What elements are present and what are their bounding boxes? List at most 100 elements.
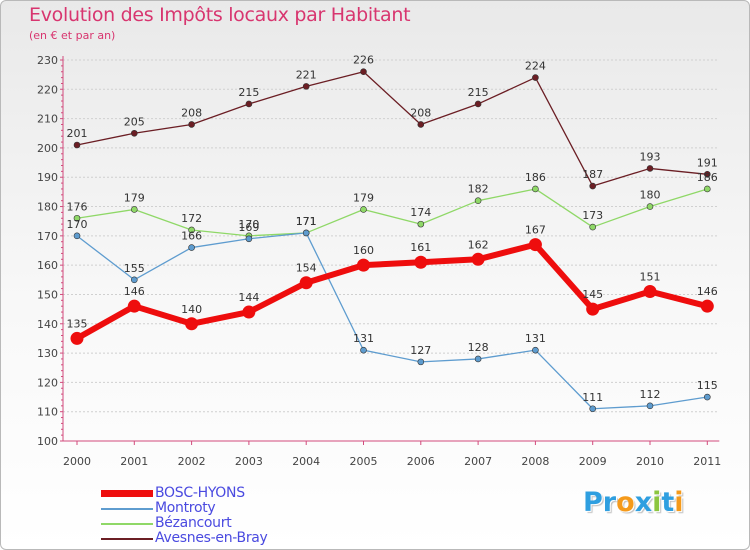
data-point-bosc-hyons	[357, 258, 370, 272]
data-point-montroty	[646, 402, 654, 410]
data-label-montroty: 115	[697, 379, 718, 392]
data-point-montroty	[131, 276, 138, 284]
y-tick-label: 120	[37, 376, 58, 389]
data-label-avesnes-en-bray: 205	[124, 115, 145, 128]
data-point-montroty	[703, 393, 711, 401]
data-point-b-zancourt	[360, 206, 367, 213]
data-label-b-zancourt: 176	[67, 200, 88, 213]
data-point-avesnes-en-bray	[131, 129, 138, 137]
data-label-b-zancourt: 186	[525, 171, 546, 184]
data-point-bosc-hyons	[414, 255, 428, 269]
logo-letter: i	[674, 487, 684, 518]
legend-swatch	[101, 538, 153, 540]
data-point-avesnes-en-bray	[73, 141, 81, 149]
data-label-montroty: 131	[353, 332, 374, 345]
y-tick-label: 140	[37, 318, 58, 331]
legend-swatch	[101, 508, 153, 510]
data-label-b-zancourt: 170	[238, 218, 259, 231]
data-label-bosc-hyons: 154	[296, 262, 317, 275]
data-point-montroty	[188, 244, 195, 251]
data-point-avesnes-en-bray	[360, 68, 367, 76]
data-label-b-zancourt: 172	[181, 212, 202, 225]
data-label-bosc-hyons: 146	[697, 285, 718, 298]
data-point-b-zancourt	[589, 223, 597, 231]
data-label-b-zancourt: 174	[410, 206, 431, 219]
data-label-avesnes-en-bray: 193	[640, 150, 661, 163]
data-point-b-zancourt	[131, 206, 138, 213]
x-tick-label: 2007	[464, 455, 492, 468]
logo-letter: r	[602, 487, 617, 518]
data-label-bosc-hyons: 161	[410, 241, 431, 254]
data-point-b-zancourt	[532, 185, 539, 193]
data-point-bosc-hyons	[242, 305, 256, 319]
data-label-avesnes-en-bray: 201	[67, 127, 88, 140]
legend-label: Avesnes-en-Bray	[155, 530, 268, 546]
data-point-bosc-hyons	[70, 331, 84, 345]
x-tick-label: 2009	[579, 455, 607, 468]
series-line-avesnes-en-bray	[76, 71, 708, 187]
data-label-b-zancourt: 171	[296, 215, 317, 228]
y-tick-label: 150	[37, 288, 58, 301]
legend-label: Montroty	[155, 500, 216, 516]
series-line-montroty	[76, 232, 708, 410]
data-label-bosc-hyons: 167	[525, 224, 546, 237]
x-tick-label: 2004	[292, 455, 320, 468]
data-label-bosc-hyons: 144	[238, 291, 259, 304]
y-tick-label: 230	[37, 54, 58, 67]
y-tick-label: 170	[37, 230, 58, 243]
logo-letter: P	[583, 487, 603, 518]
data-point-bosc-hyons	[700, 299, 714, 313]
legend-swatch	[101, 490, 153, 497]
chart-title: Evolution des Impôts locaux par Habitant	[29, 4, 411, 26]
y-tick-label: 100	[37, 435, 58, 448]
data-point-b-zancourt	[646, 203, 654, 210]
data-point-montroty	[474, 355, 482, 363]
data-point-avesnes-en-bray	[417, 121, 425, 128]
data-label-montroty: 171	[296, 215, 317, 228]
data-point-avesnes-en-bray	[474, 100, 482, 108]
data-label-b-zancourt: 179	[124, 191, 145, 204]
data-label-avesnes-en-bray: 226	[353, 54, 374, 67]
data-point-avesnes-en-bray	[245, 100, 253, 108]
data-label-montroty: 127	[410, 344, 431, 357]
data-label-b-zancourt: 179	[353, 191, 374, 204]
data-point-b-zancourt	[474, 197, 482, 204]
data-point-montroty	[302, 229, 310, 237]
data-point-montroty	[532, 346, 539, 354]
data-label-bosc-hyons: 140	[181, 303, 202, 316]
data-label-avesnes-en-bray: 208	[181, 106, 202, 119]
data-point-bosc-hyons	[127, 299, 141, 313]
logo-letter: o	[616, 487, 635, 518]
data-label-avesnes-en-bray: 215	[238, 86, 259, 99]
data-label-avesnes-en-bray: 187	[582, 168, 603, 181]
data-point-b-zancourt	[417, 220, 425, 228]
data-point-bosc-hyons	[299, 276, 313, 290]
y-tick-label: 200	[37, 142, 58, 155]
data-point-bosc-hyons	[471, 252, 485, 266]
x-tick-label: 2011	[693, 455, 721, 468]
x-tick-label: 2002	[178, 455, 206, 468]
logo-letter: i	[652, 487, 662, 518]
data-point-montroty	[417, 358, 425, 366]
data-point-b-zancourt	[73, 214, 81, 222]
data-label-bosc-hyons: 135	[67, 317, 88, 330]
x-tick-label: 2005	[350, 455, 378, 468]
data-label-montroty: 111	[582, 391, 603, 404]
data-label-montroty: 170	[67, 218, 88, 231]
data-point-avesnes-en-bray	[532, 74, 539, 81]
data-label-bosc-hyons: 145	[582, 288, 603, 301]
data-label-avesnes-en-bray: 215	[468, 86, 489, 99]
data-label-b-zancourt: 173	[582, 209, 603, 222]
data-point-b-zancourt	[703, 185, 711, 193]
y-tick-label: 110	[37, 406, 58, 419]
data-label-avesnes-en-bray: 191	[697, 156, 718, 169]
data-label-montroty: 112	[640, 388, 661, 401]
x-tick-label: 2008	[521, 455, 549, 468]
logo-letter: t	[661, 487, 675, 518]
x-tick-label: 2000	[63, 455, 91, 468]
y-tick-label: 210	[37, 113, 58, 126]
data-point-montroty	[73, 232, 81, 240]
series-line-b-zancourt	[76, 188, 708, 237]
x-tick-label: 2010	[636, 455, 664, 468]
